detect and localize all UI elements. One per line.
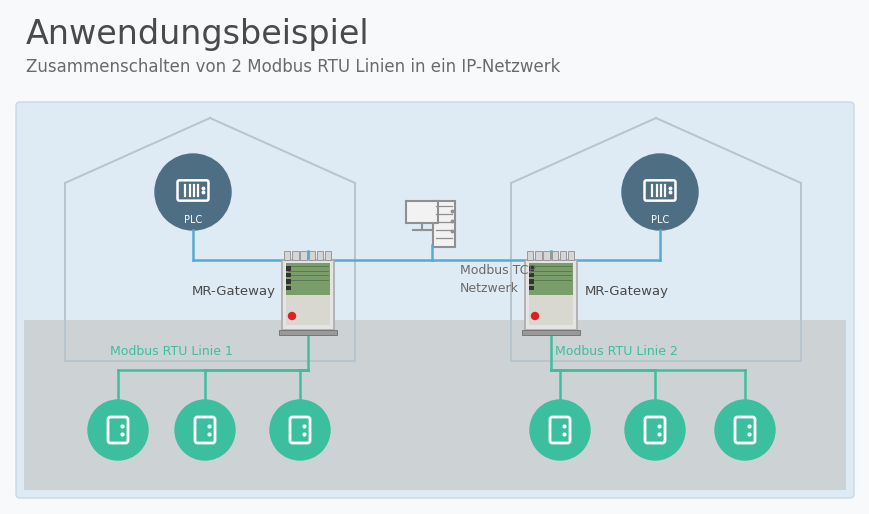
Circle shape (529, 400, 589, 460)
Bar (286, 279, 290, 284)
Bar (286, 285, 290, 290)
Bar (433, 201, 454, 247)
Bar (528, 272, 534, 277)
Text: MR-Gateway: MR-Gateway (192, 285, 275, 298)
Text: MR-Gateway: MR-Gateway (584, 285, 668, 298)
Bar (527, 251, 533, 260)
Bar (406, 201, 437, 223)
Bar (567, 251, 574, 260)
Circle shape (289, 313, 295, 320)
Bar (300, 251, 307, 260)
Text: Modbus RTU Linie 1: Modbus RTU Linie 1 (109, 345, 233, 358)
Bar (543, 251, 549, 260)
Text: Modbus TCP
Netzwerk: Modbus TCP Netzwerk (460, 264, 535, 295)
Bar (283, 251, 290, 260)
Bar (551, 251, 557, 260)
Circle shape (624, 400, 684, 460)
Bar (308, 251, 315, 260)
Bar (24, 320, 845, 490)
Text: PLC: PLC (650, 215, 668, 225)
Bar (286, 266, 290, 270)
Bar (521, 330, 580, 335)
Circle shape (531, 313, 538, 320)
Bar (528, 263, 573, 295)
Bar (528, 285, 534, 290)
Bar (286, 272, 290, 277)
Bar (559, 251, 566, 260)
Bar (325, 251, 331, 260)
Text: Zusammenschalten von 2 Modbus RTU Linien in ein IP-Netzwerk: Zusammenschalten von 2 Modbus RTU Linien… (26, 58, 560, 76)
Bar (292, 251, 298, 260)
Bar (286, 295, 329, 325)
Bar (534, 251, 541, 260)
Bar (279, 330, 336, 335)
Circle shape (88, 400, 148, 460)
Circle shape (621, 154, 697, 230)
FancyBboxPatch shape (16, 102, 853, 498)
FancyBboxPatch shape (524, 260, 576, 330)
Bar (286, 263, 329, 295)
Bar (316, 251, 323, 260)
Text: Anwendungsbeispiel: Anwendungsbeispiel (26, 18, 369, 51)
Bar (528, 266, 534, 270)
Bar (528, 279, 534, 284)
Bar (528, 295, 573, 325)
Text: Modbus RTU Linie 2: Modbus RTU Linie 2 (554, 345, 677, 358)
Circle shape (269, 400, 329, 460)
Text: PLC: PLC (183, 215, 202, 225)
FancyBboxPatch shape (282, 260, 334, 330)
Circle shape (155, 154, 231, 230)
Circle shape (714, 400, 774, 460)
Circle shape (175, 400, 235, 460)
